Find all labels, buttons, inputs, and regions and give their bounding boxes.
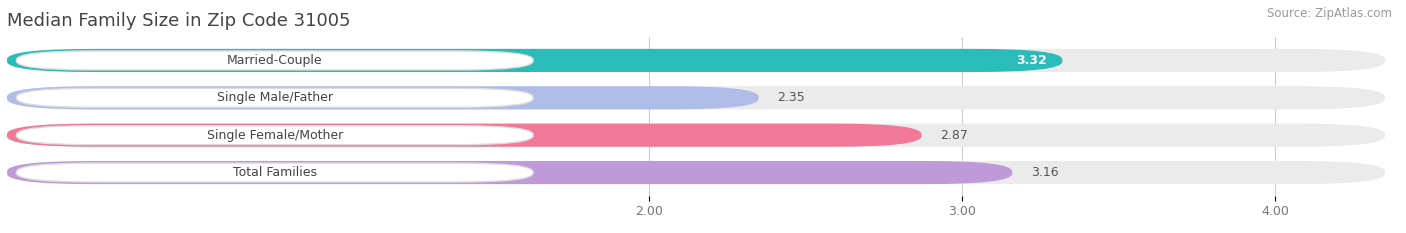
FancyBboxPatch shape [7, 86, 1385, 110]
Text: 2.35: 2.35 [778, 91, 806, 104]
FancyBboxPatch shape [17, 88, 533, 107]
Text: Married-Couple: Married-Couple [226, 54, 322, 67]
FancyBboxPatch shape [7, 161, 1385, 184]
Text: Total Families: Total Families [233, 166, 316, 179]
Text: 3.32: 3.32 [1017, 54, 1046, 67]
FancyBboxPatch shape [7, 123, 921, 147]
Text: Source: ZipAtlas.com: Source: ZipAtlas.com [1267, 7, 1392, 20]
Text: 3.16: 3.16 [1031, 166, 1059, 179]
FancyBboxPatch shape [7, 123, 1385, 147]
Text: 2.87: 2.87 [941, 129, 969, 142]
FancyBboxPatch shape [7, 161, 1012, 184]
Text: Single Female/Mother: Single Female/Mother [207, 129, 343, 142]
FancyBboxPatch shape [7, 86, 759, 110]
Text: Single Male/Father: Single Male/Father [217, 91, 333, 104]
FancyBboxPatch shape [17, 163, 533, 182]
Text: Median Family Size in Zip Code 31005: Median Family Size in Zip Code 31005 [7, 12, 350, 30]
FancyBboxPatch shape [17, 51, 533, 70]
FancyBboxPatch shape [17, 126, 533, 145]
FancyBboxPatch shape [7, 49, 1063, 72]
FancyBboxPatch shape [7, 49, 1385, 72]
